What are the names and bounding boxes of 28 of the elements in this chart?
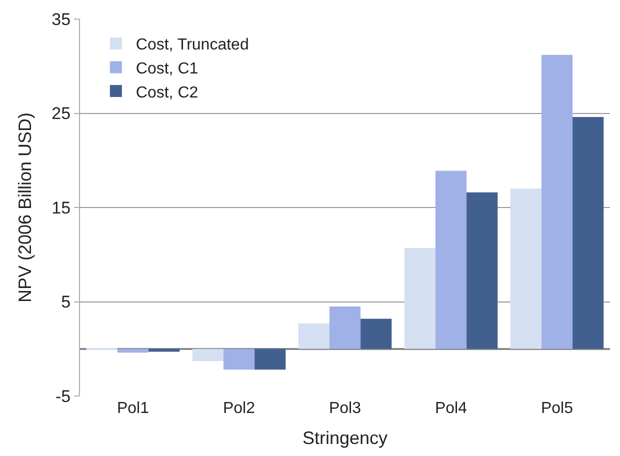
x-axis-title: Stringency [302,428,388,448]
bar [329,306,361,349]
bar [572,117,604,349]
y-tick-label: 35 [52,10,71,29]
legend-label: Cost, C1 [136,60,198,78]
x-tick-label: Pol1 [116,400,150,417]
x-tick-label: Pol2 [222,400,256,417]
bar [254,348,286,370]
bar [466,192,498,349]
bar [404,248,436,349]
x-tick-label: Pol4 [434,400,468,417]
legend-label: Cost, Truncated [136,36,249,54]
y-tick-label: 15 [52,198,71,218]
bar [117,348,149,353]
legend-label: Cost, C2 [136,84,198,102]
bar [298,323,330,349]
y-tick-label: -5 [55,386,71,406]
bar [435,170,467,349]
bar [541,54,573,349]
y-axis-title: NPV (2006 Billion USD) [14,112,35,303]
bar [223,348,255,370]
x-tick-label: Pol3 [328,400,362,417]
bar [510,188,542,349]
y-tick-label: 25 [52,104,71,124]
bar [192,348,224,362]
bar [360,318,392,349]
y-tick-label: 5 [61,292,71,312]
x-tick-label: Pol5 [540,400,574,417]
